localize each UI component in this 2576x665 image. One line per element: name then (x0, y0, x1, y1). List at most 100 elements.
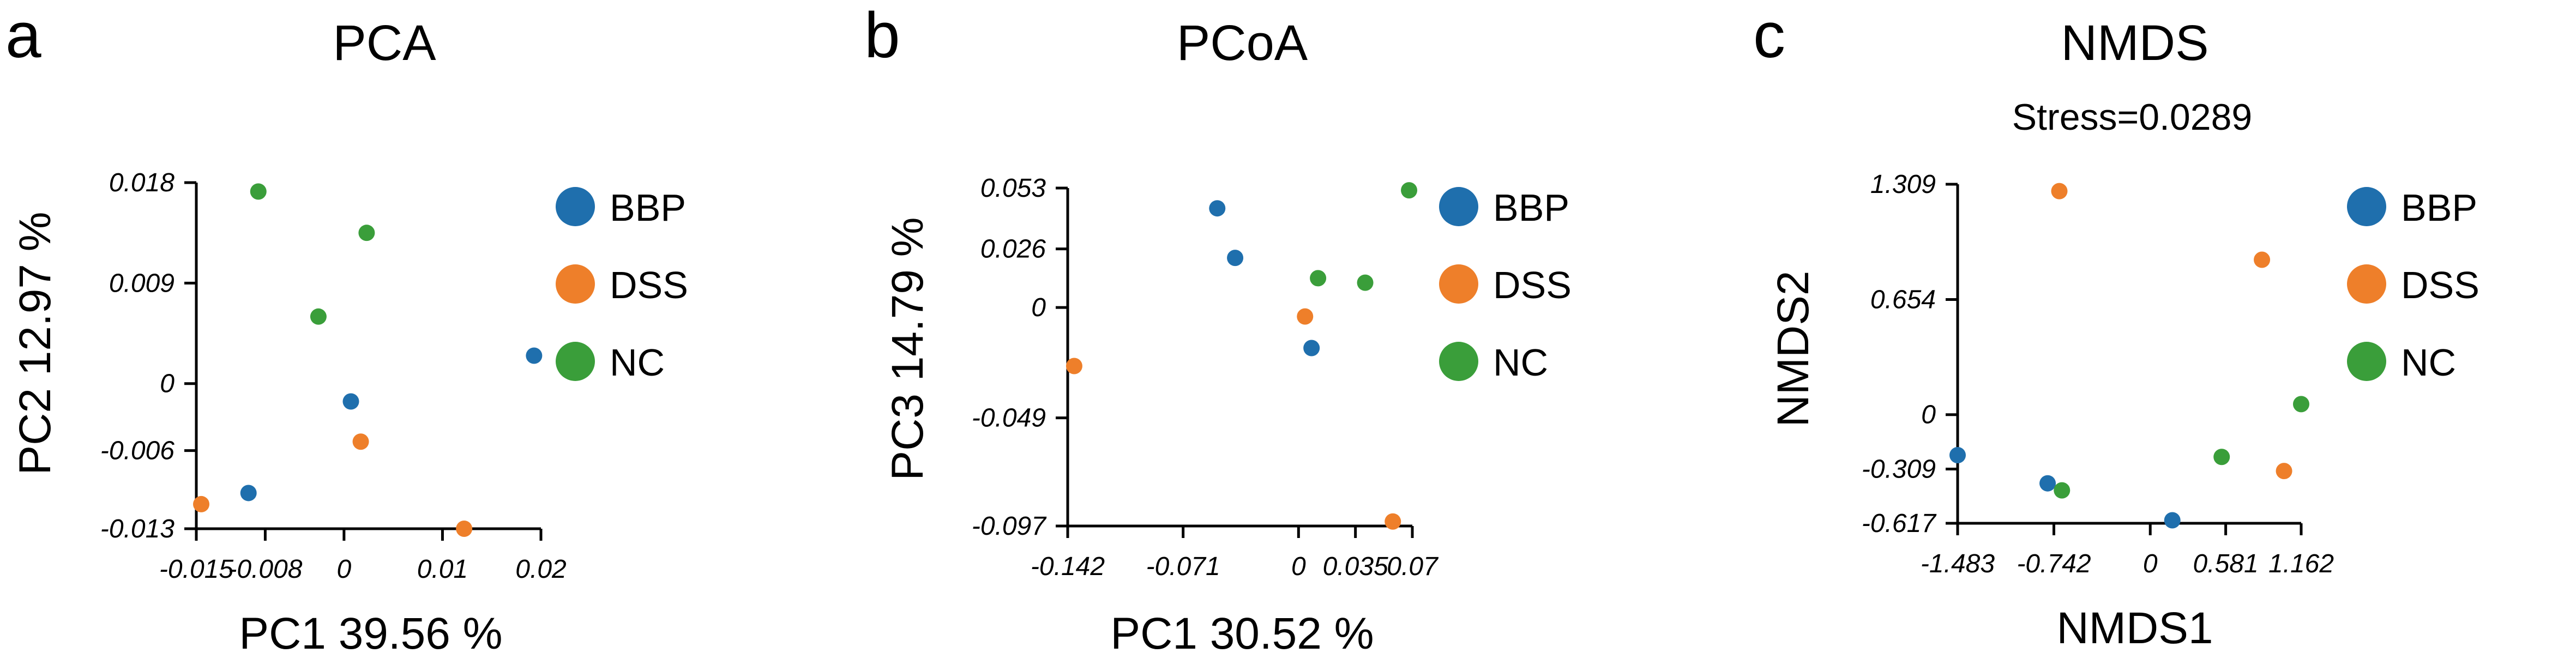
y-axis-label-nmds: NMDS2 (1768, 270, 1818, 427)
x-tick-label-nmds: 1.162 (2268, 549, 2334, 578)
x-axis-label-pca: PC1 39.56 % (239, 609, 502, 658)
point-dss (1066, 358, 1082, 374)
point-nc (1357, 274, 1374, 291)
points-pca (193, 183, 543, 537)
point-dss (2051, 183, 2068, 200)
x-axis-label-nmds: NMDS1 (2056, 603, 2213, 653)
y-tick-label-pca: -0.006 (100, 437, 174, 466)
x-tick-label-nmds: -1.483 (1921, 549, 1995, 578)
points-nmds (1949, 183, 2309, 529)
y-tick-label-pcoa: 0.026 (980, 235, 1046, 264)
point-nc (250, 183, 267, 200)
y-tick-label-nmds: -0.309 (1862, 455, 1936, 484)
axes-nmds: -0.617 -0.309 0 0.654 1.309 -1.483 -0.742 0 0.58… (1862, 170, 2334, 578)
chart-subtitle-nmds: Stress=0.0289 (2012, 96, 2252, 138)
x-tick-label-pcoa: -0.071 (1146, 552, 1220, 581)
y-axis-label-pca: PC2 12.97 % (10, 211, 60, 475)
legend-marker-dss (2347, 264, 2386, 304)
point-nc (1401, 182, 1418, 199)
point-bbp (526, 347, 543, 364)
legend-pca: BBP DSS NC (556, 186, 688, 384)
legend-label-nc: NC (2401, 341, 2456, 384)
y-tick-label-nmds: -0.617 (1862, 509, 1937, 538)
x-tick-label-nmds: 0.581 (2193, 549, 2259, 578)
y-tick-label-pcoa: -0.097 (972, 512, 1047, 541)
legend-label-bbp: BBP (610, 186, 686, 229)
y-tick-label-pca: 0.018 (109, 168, 174, 197)
legend-marker-bbp (556, 187, 595, 226)
legend-marker-dss (1439, 264, 1478, 304)
point-dss (1385, 513, 1401, 530)
point-bbp (1227, 250, 1244, 267)
x-tick-label-pca: -0.015 (159, 555, 233, 584)
y-tick-label-nmds: 0 (1921, 401, 1936, 430)
y-tick-label-pca: 0 (160, 370, 174, 398)
x-tick-label-pcoa: 0.035 (1323, 552, 1388, 581)
y-tick-label-pcoa: 0 (1031, 293, 1046, 322)
y-tick-label-nmds: 0.654 (1870, 286, 1936, 315)
panel-c: c NMDS Stress=0.0289 -0.617 -0.309 0 0.654 1… (1753, 0, 2479, 653)
point-bbp (1209, 200, 1226, 217)
x-tick-label-pca: 0 (337, 555, 352, 584)
x-tick-label-pca: 0.01 (417, 555, 468, 584)
point-bbp (240, 485, 257, 501)
point-nc (2054, 482, 2071, 499)
y-tick-label-pcoa: 0.053 (980, 174, 1046, 203)
chart-title-pca: PCA (333, 15, 436, 71)
point-nc (1310, 270, 1327, 287)
chart-title-pcoa: PCoA (1177, 15, 1308, 71)
legend-label-nc: NC (610, 341, 665, 384)
legend-marker-dss (556, 264, 595, 304)
panel-letter-a: a (5, 0, 41, 71)
axes-pcoa: -0.097 -0.049 0 0.026 0.053 -0.142 -0.071 0 0.03… (972, 174, 1439, 581)
legend-label-dss: DSS (1493, 264, 1572, 306)
legend-marker-nc (1439, 342, 1478, 381)
y-tick-label-pcoa: -0.049 (972, 404, 1046, 433)
point-bbp (342, 393, 359, 410)
points-pcoa (1066, 182, 1418, 530)
point-dss (193, 495, 210, 512)
legend-nmds: BBP DSS NC (2347, 186, 2479, 384)
legend-marker-bbp (2347, 187, 2386, 226)
legend-marker-nc (2347, 342, 2386, 381)
x-tick-label-pca: -0.008 (228, 555, 302, 584)
x-axis-label-pcoa: PC1 30.52 % (1110, 609, 1374, 658)
y-tick-label-pca: -0.013 (100, 515, 174, 543)
legend-marker-bbp (1439, 187, 1478, 226)
x-tick-label-nmds: -0.742 (2017, 549, 2091, 578)
point-nc (310, 308, 327, 325)
legend-label-dss: DSS (2401, 264, 2479, 306)
point-nc (2213, 449, 2230, 466)
point-dss (352, 433, 369, 450)
point-bbp (2164, 512, 2181, 529)
x-tick-label-nmds: 0 (2143, 549, 2158, 578)
point-bbp (1303, 340, 1320, 356)
point-dss (456, 521, 473, 537)
point-dss (2254, 251, 2271, 268)
point-nc (2293, 396, 2309, 413)
axes-pca: -0.013 -0.006 0 0.009 0.018 -0.015-0.008 0 0.01… (100, 168, 567, 584)
x-tick-label-pcoa: 0.07 (1387, 552, 1439, 581)
point-nc (358, 225, 375, 241)
y-axis-label-pcoa: PC3 14.79 % (883, 217, 932, 480)
x-tick-label-pca: 0.02 (515, 555, 566, 584)
legend-marker-nc (556, 342, 595, 381)
point-dss (2276, 463, 2292, 480)
x-tick-label-pcoa: -0.142 (1031, 552, 1105, 581)
panel-letter-b: b (864, 0, 900, 71)
x-tick-label-pcoa: 0 (1291, 552, 1306, 581)
chart-title-nmds: NMDS (2061, 15, 2209, 71)
legend-label-bbp: BBP (2401, 186, 2477, 229)
point-bbp (1949, 447, 1966, 464)
legend-label-bbp: BBP (1493, 186, 1569, 229)
point-dss (1297, 308, 1314, 325)
legend-label-dss: DSS (610, 264, 688, 306)
legend-label-nc: NC (1493, 341, 1548, 384)
panel-a: a PCA -0.013 -0.006 0 0.009 0.018 -0.015-0.00… (5, 0, 688, 658)
y-tick-label-pca: 0.009 (109, 269, 174, 298)
legend-pcoa: BBP DSS NC (1439, 186, 1572, 384)
point-bbp (2039, 475, 2056, 492)
y-tick-label-nmds: 1.309 (1870, 170, 1936, 199)
